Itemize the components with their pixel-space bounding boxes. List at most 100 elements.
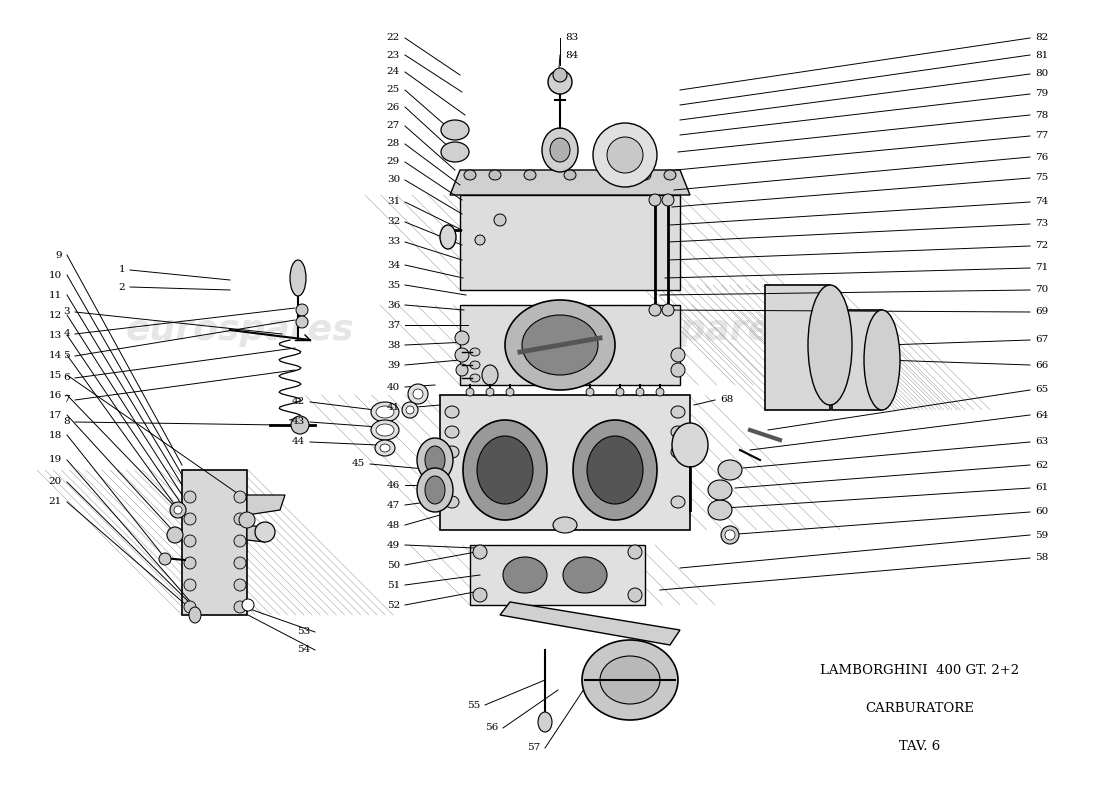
- Ellipse shape: [371, 402, 399, 422]
- Ellipse shape: [296, 316, 308, 328]
- Text: 10: 10: [48, 270, 62, 279]
- Ellipse shape: [672, 423, 708, 467]
- Ellipse shape: [456, 364, 468, 376]
- Text: 77: 77: [1035, 131, 1048, 141]
- Text: 83: 83: [565, 34, 579, 42]
- Text: 51: 51: [387, 581, 400, 590]
- Text: 66: 66: [1035, 361, 1048, 370]
- Ellipse shape: [718, 460, 743, 480]
- Text: 35: 35: [387, 281, 400, 290]
- Text: 6: 6: [64, 374, 70, 382]
- Ellipse shape: [441, 142, 469, 162]
- Text: 41: 41: [387, 403, 400, 413]
- Text: 19: 19: [48, 455, 62, 465]
- Text: 57: 57: [527, 743, 540, 753]
- Ellipse shape: [490, 170, 500, 180]
- Text: 29: 29: [387, 158, 400, 166]
- Ellipse shape: [671, 426, 685, 438]
- Ellipse shape: [720, 526, 739, 544]
- Text: 53: 53: [297, 627, 310, 637]
- Text: 30: 30: [387, 175, 400, 185]
- Ellipse shape: [506, 388, 514, 396]
- Ellipse shape: [242, 599, 254, 611]
- Text: 52: 52: [387, 601, 400, 610]
- Text: 78: 78: [1035, 110, 1048, 119]
- Text: 73: 73: [1035, 219, 1048, 229]
- Text: 33: 33: [387, 238, 400, 246]
- Text: CARBURATORE: CARBURATORE: [866, 702, 975, 714]
- Text: 28: 28: [387, 139, 400, 149]
- Ellipse shape: [417, 468, 453, 512]
- Ellipse shape: [463, 420, 547, 520]
- Ellipse shape: [649, 304, 661, 316]
- Text: 46: 46: [387, 481, 400, 490]
- Ellipse shape: [464, 170, 476, 180]
- Ellipse shape: [864, 310, 900, 410]
- Ellipse shape: [412, 389, 424, 399]
- Text: 16: 16: [48, 390, 62, 399]
- Ellipse shape: [292, 416, 309, 434]
- Text: 12: 12: [48, 310, 62, 319]
- Ellipse shape: [538, 712, 552, 732]
- Bar: [470, 545, 645, 605]
- Text: 45: 45: [352, 459, 365, 469]
- Ellipse shape: [234, 491, 246, 503]
- Ellipse shape: [587, 436, 643, 504]
- Text: 62: 62: [1035, 461, 1048, 470]
- Ellipse shape: [475, 235, 485, 245]
- Text: 5: 5: [64, 351, 70, 361]
- Text: 20: 20: [48, 478, 62, 486]
- Text: 58: 58: [1035, 554, 1048, 562]
- Ellipse shape: [503, 557, 547, 593]
- Ellipse shape: [184, 557, 196, 569]
- Ellipse shape: [671, 363, 685, 377]
- Ellipse shape: [662, 304, 674, 316]
- Text: 32: 32: [387, 218, 400, 226]
- Text: 71: 71: [1035, 263, 1048, 273]
- Text: 34: 34: [387, 261, 400, 270]
- Ellipse shape: [375, 440, 395, 456]
- Text: 8: 8: [64, 418, 70, 426]
- Ellipse shape: [550, 138, 570, 162]
- Ellipse shape: [639, 170, 651, 180]
- Ellipse shape: [470, 374, 480, 382]
- Ellipse shape: [406, 406, 414, 414]
- Ellipse shape: [553, 68, 566, 82]
- Ellipse shape: [408, 384, 428, 404]
- Ellipse shape: [563, 557, 607, 593]
- Ellipse shape: [425, 476, 446, 504]
- Text: 4: 4: [64, 330, 70, 338]
- Text: 70: 70: [1035, 286, 1048, 294]
- Text: 21: 21: [48, 498, 62, 506]
- Bar: [460, 195, 680, 290]
- Ellipse shape: [593, 123, 657, 187]
- Text: 63: 63: [1035, 438, 1048, 446]
- Text: 40: 40: [387, 382, 400, 391]
- Ellipse shape: [234, 557, 246, 569]
- Ellipse shape: [522, 315, 598, 375]
- Ellipse shape: [808, 285, 852, 405]
- Text: 84: 84: [565, 50, 579, 59]
- Text: 14: 14: [48, 350, 62, 359]
- Text: 11: 11: [48, 290, 62, 299]
- Polygon shape: [248, 525, 268, 542]
- Text: 61: 61: [1035, 483, 1048, 493]
- Ellipse shape: [656, 388, 664, 396]
- Bar: [832, 310, 882, 410]
- Text: 9: 9: [55, 250, 62, 259]
- Ellipse shape: [664, 170, 676, 180]
- Text: 13: 13: [48, 330, 62, 339]
- Polygon shape: [450, 170, 690, 195]
- Ellipse shape: [564, 170, 576, 180]
- Bar: [182, 470, 248, 615]
- Ellipse shape: [600, 656, 660, 704]
- Ellipse shape: [573, 420, 657, 520]
- Ellipse shape: [402, 402, 418, 418]
- Text: LAMBORGHINI  400 GT. 2+2: LAMBORGHINI 400 GT. 2+2: [821, 663, 1020, 677]
- Text: 24: 24: [387, 67, 400, 77]
- Ellipse shape: [636, 388, 644, 396]
- Ellipse shape: [455, 348, 469, 362]
- Ellipse shape: [290, 260, 306, 296]
- Ellipse shape: [482, 365, 498, 385]
- Ellipse shape: [170, 502, 186, 518]
